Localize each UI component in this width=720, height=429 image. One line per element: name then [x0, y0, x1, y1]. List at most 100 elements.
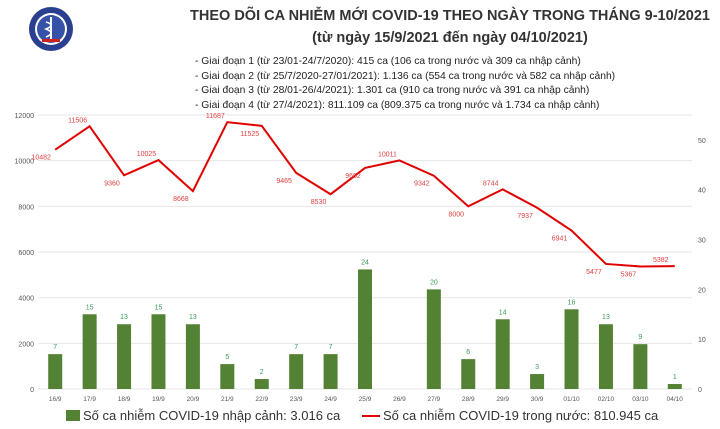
line-data-label: 10482 — [31, 155, 51, 162]
x-tick-label: 27/9 — [428, 396, 441, 403]
bar-data-label: 7 — [53, 344, 57, 351]
x-tick-label: 02/10 — [598, 396, 615, 403]
x-tick-label: 21/9 — [221, 396, 234, 403]
x-tick-label: 20/9 — [187, 396, 200, 403]
note-stage-4: - Giai đoạn 4 (từ 27/4/2021): 811.109 ca… — [195, 99, 600, 111]
right-tick-label: 30 — [698, 238, 706, 245]
x-tick-label: 03/10 — [632, 396, 649, 403]
line-data-label: 8668 — [173, 196, 189, 203]
right-tick-label: 40 — [698, 188, 706, 195]
x-tick-label: 29/9 — [496, 396, 509, 403]
note-stage-1: - Giai đoạn 1 (từ 23/01-24/7/2020): 415 … — [195, 56, 581, 67]
x-tick-label: 22/9 — [255, 396, 268, 403]
bar — [289, 354, 304, 389]
bar — [254, 379, 269, 389]
bar-data-label: 13 — [120, 314, 128, 321]
right-tick-label: 0 — [698, 387, 702, 394]
x-tick-label: 23/9 — [290, 396, 303, 403]
line-data-label: 11506 — [68, 117, 87, 124]
bar — [564, 309, 579, 389]
right-tick-label: 10 — [698, 337, 706, 344]
line-data-label: 10011 — [378, 151, 397, 158]
x-tick-label: 19/9 — [152, 396, 165, 403]
bar-data-label: 9 — [638, 334, 642, 341]
line-data-label: 9465 — [276, 178, 292, 185]
line-data-label: 10025 — [137, 151, 157, 158]
line-data-label: 8744 — [483, 180, 499, 187]
left-tick-label: 8000 — [18, 204, 34, 211]
legend-bar-swatch — [66, 410, 80, 421]
bar-data-label: 6 — [466, 349, 470, 356]
x-tick-label: 28/9 — [462, 396, 475, 403]
line-data-label: 11687 — [206, 113, 225, 120]
line-data-label: 11525 — [240, 131, 259, 138]
right-tick-label: 50 — [698, 138, 706, 145]
chart-title: THEO DÕI CA NHIỄM MỚI COVID-19 THEO NGÀY… — [190, 8, 710, 24]
bar-data-label: 3 — [535, 364, 539, 371]
bar — [48, 354, 63, 389]
x-tick-label: 16/9 — [49, 396, 62, 403]
line-data-label: 9342 — [414, 181, 430, 188]
left-tick-label: 0 — [30, 387, 34, 394]
bar — [461, 359, 476, 389]
legend-line-label: Số ca nhiễm COVID-19 trong nước: 810.945… — [383, 408, 659, 423]
bar — [358, 269, 372, 389]
legend-bar: Số ca nhiễm COVID-19 nhập cảnh: 3.016 ca — [66, 408, 340, 423]
bar-data-label: 13 — [189, 314, 197, 321]
line-series — [54, 121, 675, 268]
note-stage-3: - Giai đoạn 3 (từ 28/01-26/4/2021): 1.30… — [195, 85, 590, 97]
line-data-label: 5477 — [586, 269, 602, 276]
line-data-label: 9360 — [104, 180, 120, 187]
left-tick-label: 2000 — [18, 341, 34, 348]
stage-notes: - Giai đoạn 1 (từ 23/01-24/7/2020): 415 … — [195, 55, 615, 113]
line-data-label: 5367 — [621, 271, 637, 278]
x-tick-label: 24/9 — [324, 396, 337, 403]
bar-data-label: 15 — [86, 304, 94, 311]
bar-data-label: 13 — [602, 314, 610, 321]
x-tick-label: 26/9 — [393, 396, 406, 403]
x-tick-label: 25/9 — [359, 396, 372, 403]
bar — [426, 289, 441, 389]
bar — [530, 374, 545, 389]
bar — [667, 384, 682, 389]
line-data-label: 8530 — [311, 199, 327, 206]
legend-line-swatch — [362, 414, 380, 417]
bar-data-label: 20 — [430, 279, 438, 286]
bar — [185, 324, 200, 389]
left-tick-label: 6000 — [18, 250, 34, 257]
line-data-label: 5382 — [653, 257, 669, 264]
left-tick-label: 4000 — [18, 296, 34, 303]
bar-data-label: 14 — [499, 309, 507, 316]
bar — [633, 344, 648, 389]
bar-data-label: 7 — [294, 344, 298, 351]
right-tick-label: 20 — [698, 287, 706, 294]
chart-subtitle: (từ ngày 15/9/2021 đến ngày 04/10/2021) — [312, 30, 588, 46]
bar-data-label: 2 — [260, 369, 264, 376]
line-data-label: 8000 — [448, 211, 464, 218]
left-tick-label: 10000 — [15, 159, 35, 166]
bar-data-label: 7 — [329, 344, 333, 351]
bar — [495, 319, 510, 389]
bar — [82, 314, 97, 389]
ministry-of-health-logo — [29, 7, 73, 51]
x-tick-label: 17/9 — [83, 396, 96, 403]
x-tick-label: 04/10 — [667, 396, 684, 403]
legend-line: Số ca nhiễm COVID-19 trong nước: 810.945… — [362, 408, 658, 423]
x-tick-label: 01/10 — [563, 396, 580, 403]
bar — [598, 324, 613, 389]
bar-data-label: 24 — [361, 259, 369, 266]
line-data-label: 9682 — [345, 173, 361, 180]
line-data-label: 7937 — [517, 213, 533, 220]
bar — [117, 324, 132, 389]
bar-data-label: 1 — [673, 374, 677, 381]
bar — [220, 364, 235, 389]
note-stage-2: - Giai đoạn 2 (từ 25/7/2020-27/01/2021):… — [195, 70, 616, 82]
bar-data-label: 15 — [155, 304, 163, 311]
left-tick-label: 12000 — [15, 113, 35, 120]
line-data-label: 6941 — [552, 236, 568, 243]
bar — [151, 314, 166, 389]
legend-bar-label: Số ca nhiễm COVID-19 nhập cảnh: 3.016 ca — [83, 408, 341, 423]
bar-data-label: 16 — [568, 299, 576, 306]
